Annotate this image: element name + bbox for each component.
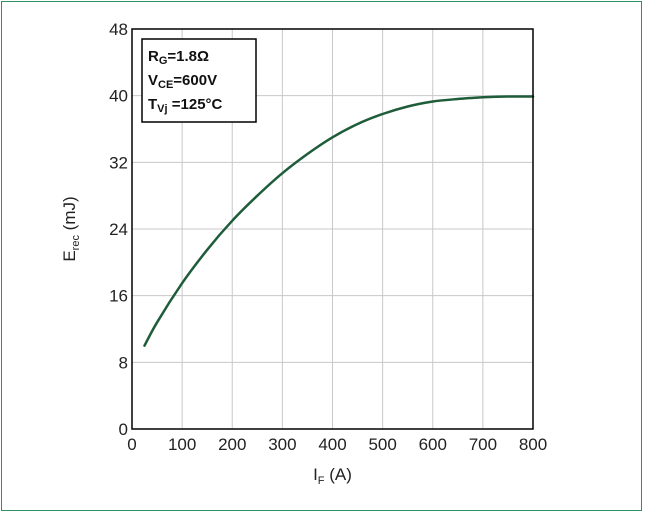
series-layer (143, 95, 535, 347)
y-tick-label: 40 (109, 87, 128, 106)
legend-line-vce: VCE=600V (148, 72, 217, 91)
y-tick-label: 24 (109, 220, 128, 239)
y-tick-label: 32 (109, 153, 128, 172)
x-tick-label: 800 (519, 435, 547, 454)
x-tick-label: 400 (318, 435, 346, 454)
y-tick-label: 8 (119, 353, 128, 372)
x-tick-label: 0 (127, 435, 136, 454)
y-tick-label: 16 (109, 287, 128, 306)
y-tick-label: 48 (109, 20, 128, 39)
legend-line-tvj: TVj =125°C (148, 96, 223, 115)
plot-border (131, 28, 534, 430)
y-axis-label: Erec (mJ) (60, 196, 82, 261)
x-tick-label: 300 (268, 435, 296, 454)
x-tick-label: 600 (419, 435, 447, 454)
series-line-erec (143, 95, 535, 347)
x-tick-label: 700 (469, 435, 497, 454)
x-tick-label: 500 (368, 435, 396, 454)
x-tick-label: 100 (168, 435, 196, 454)
legend: RG=1.8Ω VCE=600V TVj =125°C (141, 38, 257, 123)
legend-box (141, 38, 257, 123)
x-tick-label: 200 (218, 435, 246, 454)
tick-labels: 0 100 200 300 400 500 600 700 800 0 8 16 24 32 40 48 (109, 20, 547, 454)
x-axis-label: IF (A) (313, 465, 352, 487)
y-tick-label: 0 (119, 420, 128, 439)
legend-line-rg: RG=1.8Ω (148, 48, 209, 67)
